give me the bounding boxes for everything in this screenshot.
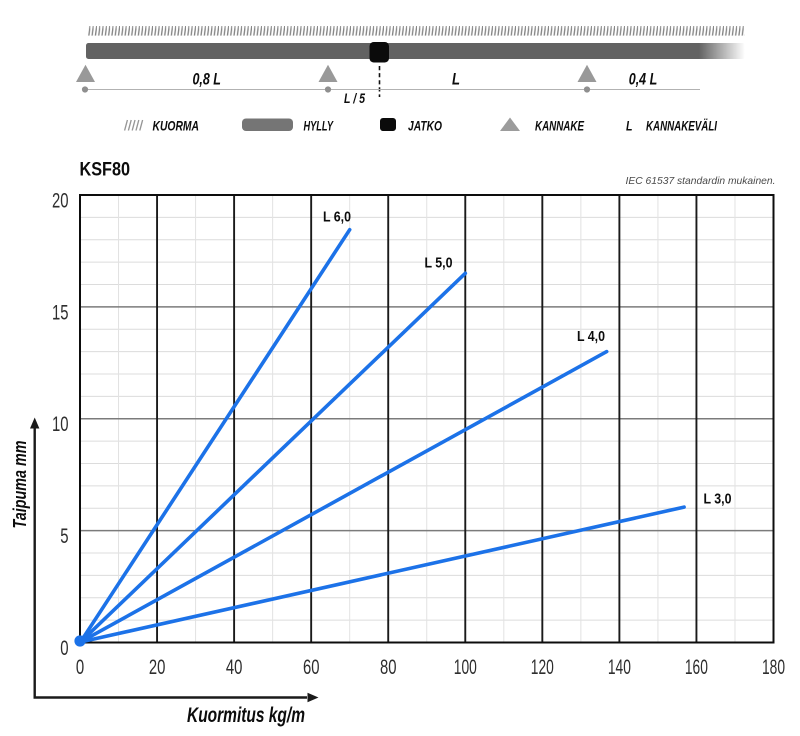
svg-text:KSF80: KSF80 xyxy=(80,159,131,181)
svg-text:KUORMA: KUORMA xyxy=(153,118,200,134)
svg-text:0: 0 xyxy=(60,637,68,660)
svg-text:KANNAKE: KANNAKE xyxy=(535,118,584,134)
svg-text:20: 20 xyxy=(149,656,166,679)
svg-text:0,8 L: 0,8 L xyxy=(192,70,221,89)
svg-text:15: 15 xyxy=(52,301,69,324)
svg-text:80: 80 xyxy=(380,656,397,679)
svg-text:180: 180 xyxy=(762,656,785,679)
svg-text:KANNAKEVÄLI: KANNAKEVÄLI xyxy=(646,118,718,134)
svg-text:L 5,0: L 5,0 xyxy=(425,254,453,271)
svg-text:100: 100 xyxy=(454,656,477,679)
svg-text:Taipuma mm: Taipuma mm xyxy=(10,441,30,529)
svg-text:IEC 61537 standardin mukainen.: IEC 61537 standardin mukainen. xyxy=(626,175,776,187)
svg-text:L 3,0: L 3,0 xyxy=(704,491,732,508)
svg-text:L 6,0: L 6,0 xyxy=(323,208,351,225)
svg-text:5: 5 xyxy=(60,525,68,548)
svg-text:120: 120 xyxy=(531,656,554,679)
svg-text:40: 40 xyxy=(226,656,243,679)
svg-text:HYLLY: HYLLY xyxy=(304,118,335,134)
svg-text:JATKO: JATKO xyxy=(408,118,442,134)
svg-text:L: L xyxy=(626,118,633,134)
svg-text:10: 10 xyxy=(52,413,69,436)
svg-text:L 4,0: L 4,0 xyxy=(577,328,605,345)
svg-text:0,4 L: 0,4 L xyxy=(629,70,658,89)
svg-text:160: 160 xyxy=(685,656,708,679)
svg-text:140: 140 xyxy=(608,656,631,679)
svg-text:20: 20 xyxy=(52,190,69,213)
svg-text:0: 0 xyxy=(76,656,84,679)
svg-text:L: L xyxy=(452,70,460,89)
svg-text:60: 60 xyxy=(303,656,320,679)
svg-text:Kuormitus kg/m: Kuormitus kg/m xyxy=(187,704,305,727)
svg-text:L / 5: L / 5 xyxy=(344,91,365,106)
